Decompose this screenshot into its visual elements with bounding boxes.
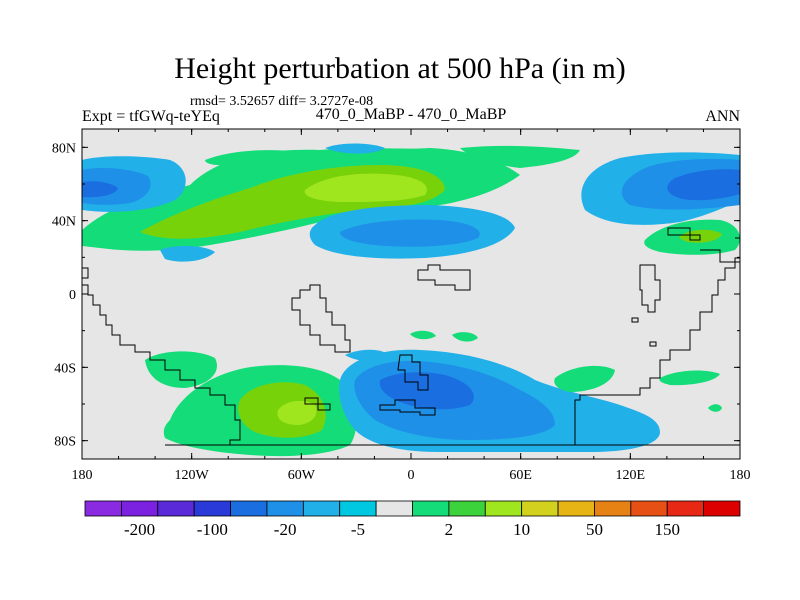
colorbar-label: 2 [445, 520, 454, 539]
nh-pacific-negative-west-core [82, 181, 118, 198]
colorbar [84, 500, 741, 517]
sh-small-negative [345, 349, 390, 362]
sh-positive-spot [452, 332, 478, 342]
x-tick-label: 60E [509, 468, 532, 483]
colorbar-label: 150 [654, 520, 680, 539]
nh-positive-band-north [205, 150, 300, 166]
colorbar-box [120, 500, 159, 517]
colorbar-box [339, 500, 377, 517]
colorbar-box [412, 500, 450, 517]
coast-west-edge [82, 267, 89, 279]
coast-africa [291, 284, 351, 353]
colorbar-box [557, 500, 595, 517]
nh-midlat-negative-small [160, 246, 215, 262]
colorbar-box [484, 500, 523, 517]
y-tick-label: 80S [54, 435, 76, 450]
colorbar-box [266, 500, 304, 517]
coast-madagascar [397, 354, 429, 391]
coast-sh-inner [379, 399, 436, 416]
nh-positive-max [304, 173, 427, 202]
colorbar-box [84, 500, 122, 517]
colorbar-box [302, 500, 341, 517]
colorbar-box [630, 500, 668, 517]
coast-sh-island [304, 397, 331, 411]
x-tick-label: 120W [175, 468, 210, 483]
contour-layer [82, 143, 740, 457]
y-tick-label: 0 [69, 288, 76, 303]
nh-positive-band-arctic [460, 145, 580, 168]
x-tick-label: 60W [288, 468, 316, 483]
colorbar-labels: -200 -100 -20 -5 2 10 50 150 [124, 520, 680, 539]
coastlines [82, 227, 740, 446]
colorbar-box [666, 500, 705, 517]
coast-south-america [82, 257, 740, 446]
x-tick-label: 180 [72, 468, 93, 483]
sh-east-positive-2 [659, 370, 720, 386]
x-tick-label: 120E [616, 468, 646, 483]
sh-positive-spot-2 [410, 330, 436, 340]
nh-pacific-negative-east-core [667, 169, 740, 201]
sh-left-positive [145, 351, 217, 388]
coast-small-isle-2 [631, 317, 639, 323]
colorbar-box [230, 500, 268, 517]
stats-label: rmsd= 3.52657 diff= 3.2727e-08 [190, 94, 374, 109]
colorbar-box [157, 500, 195, 517]
colorbar-box [521, 500, 559, 517]
coast-east-coast [700, 249, 740, 263]
x-tick-label: 0 [408, 468, 415, 483]
y-tick-label: 80N [52, 141, 76, 156]
chart-title: Height perturbation at 500 hPa (in m) [174, 52, 626, 85]
y-tick-label: 40S [54, 361, 76, 376]
nh-arctic-negative-small [325, 143, 385, 154]
y-axis: 80N 40N 0 40S 80S [52, 141, 740, 450]
colorbar-label: -200 [124, 520, 155, 539]
colorbar-label: 50 [586, 520, 603, 539]
sh-east-positive-1 [554, 365, 615, 392]
colorbar-box [375, 500, 413, 517]
x-axis: 180 120W 60W 0 60E 120E 180 [72, 129, 751, 483]
case-label: 470_0_MaBP - 470_0_MaBP [315, 106, 507, 123]
x-tick-label: 180 [730, 468, 751, 483]
colorbar-label: 10 [513, 520, 530, 539]
sh-east-positive-3 [708, 404, 722, 412]
coast-tropical-island [417, 264, 471, 291]
colorbar-box [448, 500, 486, 517]
nh-atlantic-negative-inner [340, 219, 480, 247]
coast-small-isle [649, 341, 657, 347]
coast-east-island [667, 227, 701, 241]
colorbar-box [594, 500, 632, 517]
sh-positive-max [277, 400, 317, 425]
experiment-label: Expt = tfGWq-teYEq [82, 108, 220, 125]
season-label: ANN [705, 108, 740, 125]
colorbar-label: -20 [274, 520, 297, 539]
colorbar-label: -5 [351, 520, 365, 539]
coast-east-asia [639, 264, 661, 313]
colorbar-box [193, 500, 231, 517]
y-tick-label: 40N [52, 215, 76, 230]
colorbar-label: -100 [197, 520, 228, 539]
colorbar-box [703, 500, 741, 517]
